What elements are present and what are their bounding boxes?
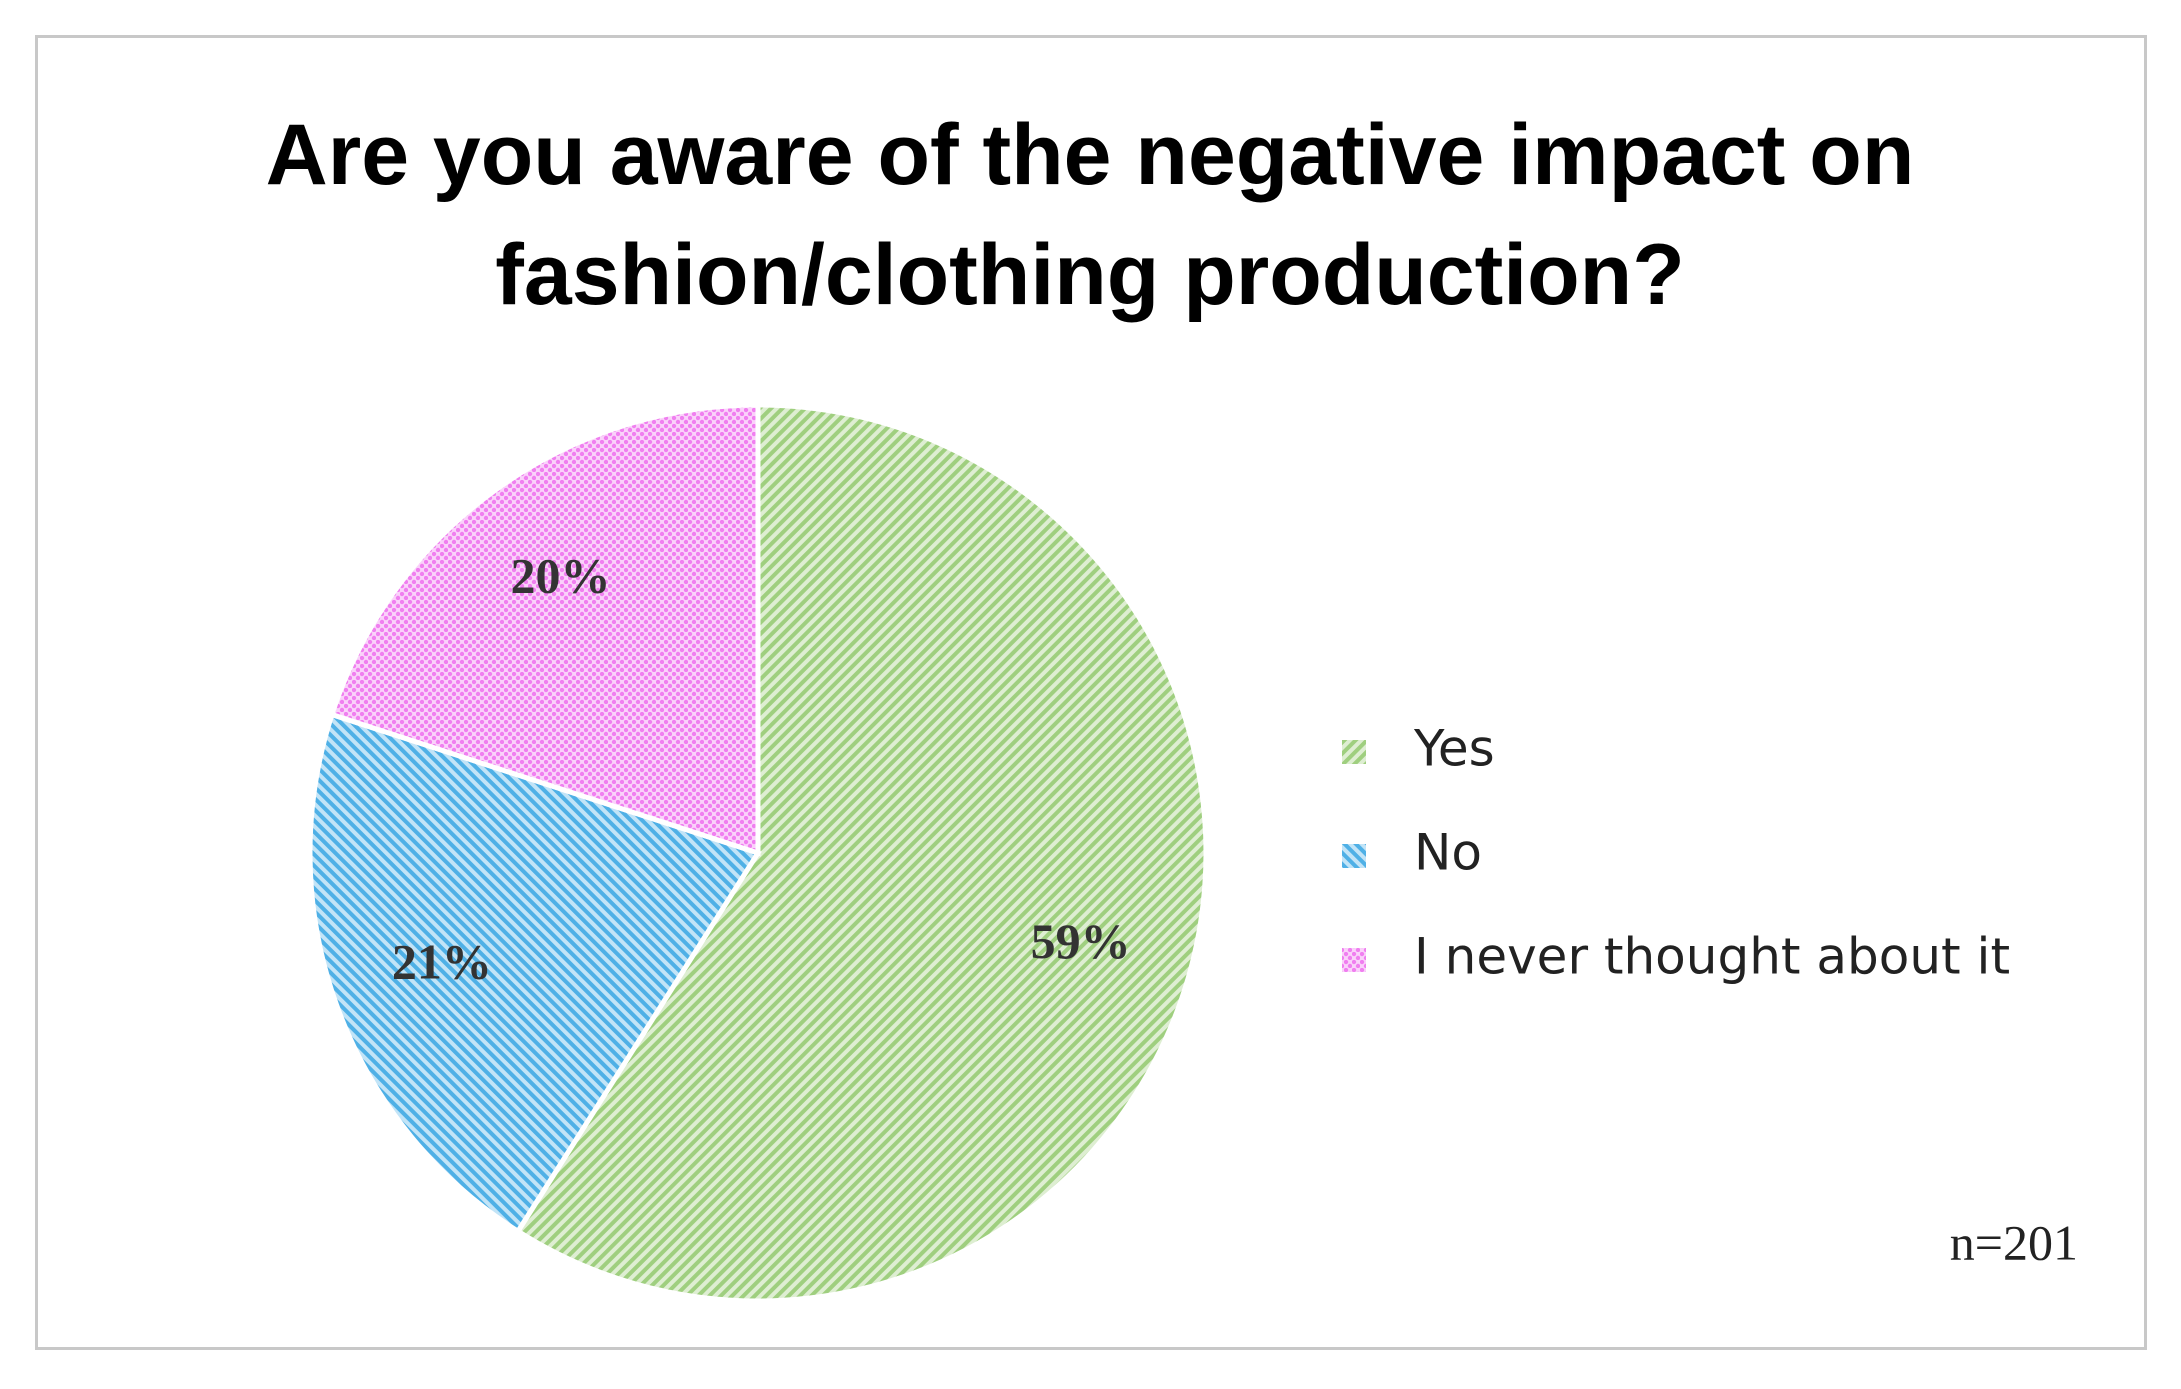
data-label: 21% xyxy=(392,933,492,989)
pie-slice xyxy=(328,402,761,857)
legend-label: I never thought about it xyxy=(1414,928,2010,986)
legend-marker xyxy=(1342,844,1366,868)
legend-label: No xyxy=(1414,824,1482,882)
data-label: 20% xyxy=(511,548,611,604)
pie-slice xyxy=(307,711,762,1235)
chart-frame xyxy=(35,35,2147,1350)
legend-marker xyxy=(1342,948,1366,972)
data-label: 59% xyxy=(1031,913,1131,969)
annotation: n=201 xyxy=(1950,1214,2078,1270)
chart-title: Are you aware of the negative impact on … xyxy=(265,107,1915,323)
legend-label: Yes xyxy=(1413,720,1495,778)
pie-slice xyxy=(514,402,1209,1304)
legend-marker xyxy=(1342,740,1366,764)
